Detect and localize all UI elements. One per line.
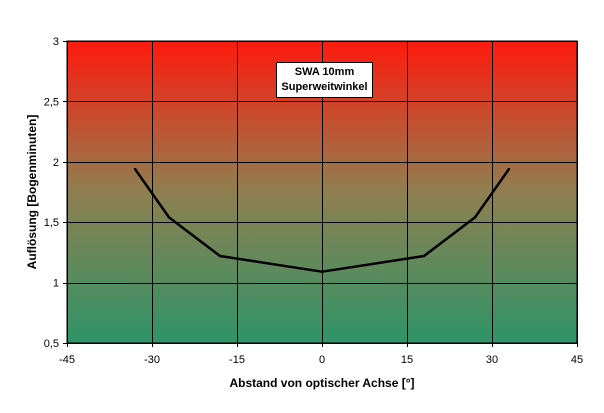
chart-title-line-1: SWA 10mm xyxy=(294,66,355,78)
y-axis-title: Auflösung [Bogenminuten] xyxy=(25,115,39,270)
data-point xyxy=(473,216,477,219)
data-point xyxy=(133,167,137,171)
y-tick-label: 2,5 xyxy=(44,96,59,108)
x-axis-title: Abstand von optischer Achse [°] xyxy=(229,376,414,390)
x-tick-label: 15 xyxy=(401,354,413,366)
data-point xyxy=(320,270,324,273)
y-tick-label: 3 xyxy=(53,36,59,48)
series-group xyxy=(133,167,511,273)
data-point xyxy=(218,254,222,258)
data-point xyxy=(422,254,426,258)
data-point xyxy=(167,216,171,219)
plot-border xyxy=(66,40,578,344)
y-tick-label: 1 xyxy=(53,278,59,290)
x-tick-label: -15 xyxy=(229,354,245,366)
x-tick-label: -30 xyxy=(144,354,160,366)
tick-labels: -45 -30 -15 0 15 30 45 0,5 1 1,5 2 2,5 3 xyxy=(44,36,583,366)
x-tick-label: 30 xyxy=(486,354,498,366)
y-tick-label: 0,5 xyxy=(44,338,59,350)
chart-title-box: SWA 10mm Superweitwinkel xyxy=(276,62,373,98)
chart-title-line-2: Superweitwinkel xyxy=(281,81,368,93)
x-tick-label: 0 xyxy=(319,354,325,366)
data-point xyxy=(507,167,511,171)
x-tick-label: -45 xyxy=(59,354,75,366)
y-tick-label: 1,5 xyxy=(44,217,59,229)
y-tick-label: 2 xyxy=(53,157,59,169)
x-tick-label: 45 xyxy=(571,354,583,366)
